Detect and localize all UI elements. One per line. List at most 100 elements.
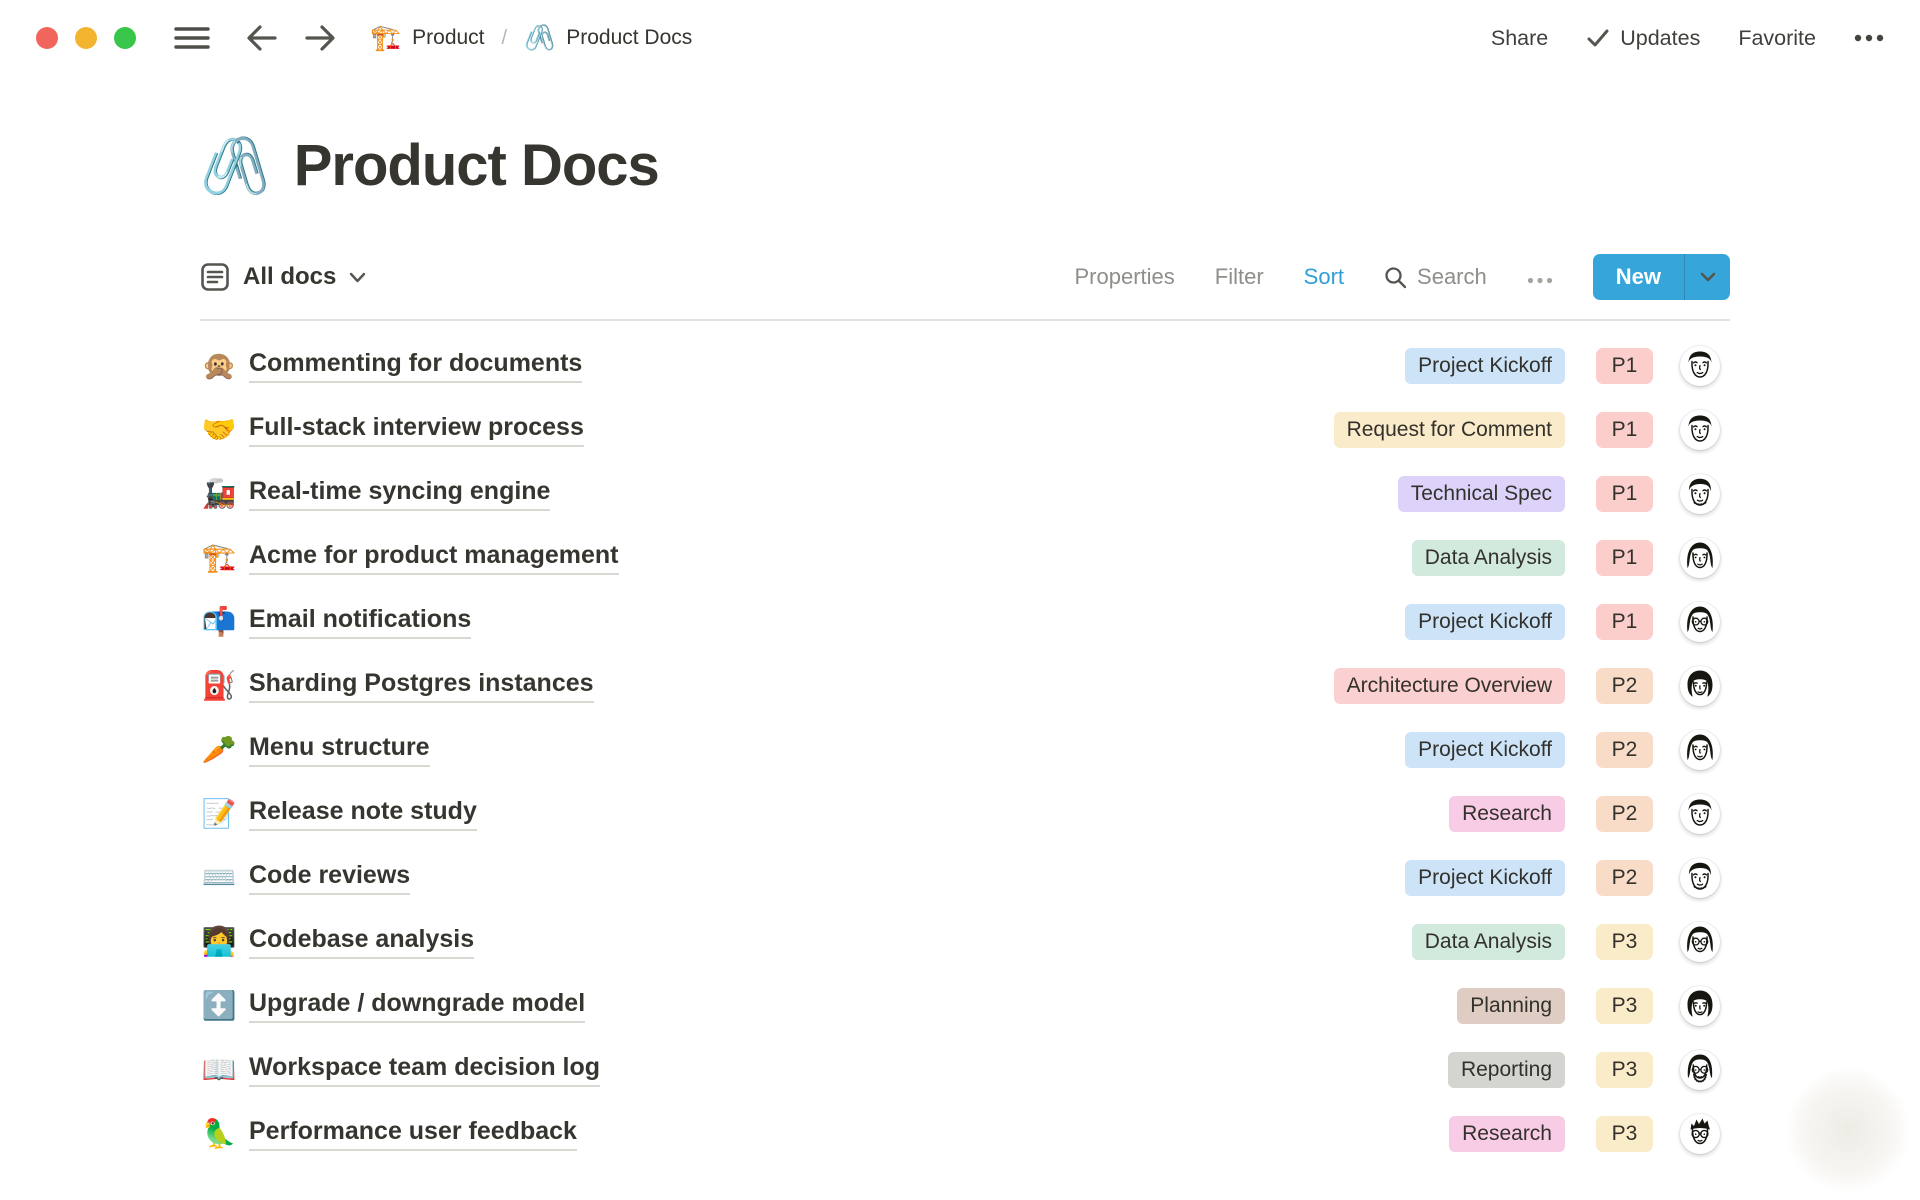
doc-emoji-icon: 🙊	[201, 350, 237, 381]
doc-tag-badge: Data Analysis	[1411, 924, 1565, 960]
doc-tag-badge: Project Kickoff	[1405, 860, 1565, 896]
doc-title-link[interactable]: Menu structure	[249, 733, 430, 767]
arrow-left-icon	[247, 25, 277, 51]
doc-tag-badge: Project Kickoff	[1405, 732, 1565, 768]
doc-title-link[interactable]: Full-stack interview process	[249, 413, 584, 447]
priority-badge: P1	[1596, 540, 1653, 576]
priority-badge: P2	[1596, 668, 1653, 704]
doc-emoji-icon: 🤝	[201, 414, 237, 445]
priority-badge: P3	[1596, 924, 1653, 960]
doc-title-link[interactable]: Commenting for documents	[249, 349, 583, 383]
share-button[interactable]: Share	[1490, 25, 1549, 50]
minimize-window-button[interactable]	[75, 27, 97, 49]
doc-row[interactable]: ↕️ Upgrade / downgrade model Planning P3	[200, 974, 1730, 1038]
doc-list: 🙊 Commenting for documents Project Kicko…	[200, 334, 1730, 1166]
doc-row[interactable]: 🥕 Menu structure Project Kickoff P2	[200, 718, 1730, 782]
doc-emoji-icon: 👩‍💻	[201, 926, 237, 957]
priority-badge: P1	[1596, 604, 1653, 640]
avatar	[1680, 538, 1720, 578]
breadcrumb-item-product[interactable]: 🏗️ Product	[370, 23, 485, 52]
doc-title-link[interactable]: Real-time syncing engine	[249, 477, 551, 511]
list-view-icon	[201, 263, 229, 291]
priority-badge: P1	[1596, 412, 1653, 448]
doc-row[interactable]: 🤝 Full-stack interview process Request f…	[200, 398, 1730, 462]
priority-badge: P1	[1596, 348, 1653, 384]
forward-button[interactable]	[302, 22, 338, 54]
doc-tag-badge: Research	[1449, 796, 1565, 832]
doc-title-link[interactable]: Acme for product management	[249, 541, 619, 575]
doc-tag-badge: Technical Spec	[1397, 476, 1565, 512]
doc-row[interactable]: ⛽ Sharding Postgres instances Architectu…	[200, 654, 1730, 718]
doc-row[interactable]: 👩‍💻 Codebase analysis Data Analysis P3	[200, 910, 1730, 974]
view-label: All docs	[243, 263, 337, 290]
priority-badge: P2	[1596, 796, 1653, 832]
avatar	[1680, 346, 1720, 386]
doc-row[interactable]: ⌨️ Code reviews Project Kickoff P2	[200, 846, 1730, 910]
doc-row[interactable]: 📬 Email notifications Project Kickoff P1	[200, 590, 1730, 654]
priority-badge: P3	[1596, 1052, 1653, 1088]
avatar	[1680, 410, 1720, 450]
breadcrumb-label: Product	[412, 26, 485, 49]
doc-emoji-icon: 📖	[201, 1054, 237, 1085]
doc-tag-badge: Project Kickoff	[1405, 604, 1565, 640]
toolbar-more-button[interactable]	[1527, 264, 1553, 290]
doc-title-link[interactable]: Code reviews	[249, 861, 411, 895]
doc-title-link[interactable]: Workspace team decision log	[249, 1053, 601, 1087]
doc-title-link[interactable]: Release note study	[249, 797, 477, 831]
doc-title-link[interactable]: Upgrade / downgrade model	[249, 989, 586, 1023]
doc-tag-badge: Reporting	[1447, 1052, 1565, 1088]
page-title[interactable]: Product Docs	[293, 133, 660, 198]
doc-emoji-icon: ⌨️	[201, 862, 237, 893]
page-watermark	[1786, 1068, 1910, 1192]
doc-row[interactable]: 📝 Release note study Research P2	[200, 782, 1730, 846]
page-emoji-icon[interactable]: 🖇️	[200, 133, 270, 197]
hamburger-icon	[174, 27, 210, 49]
priority-badge: P1	[1596, 476, 1653, 512]
doc-title-link[interactable]: Codebase analysis	[249, 925, 475, 959]
doc-emoji-icon: 🦜	[201, 1118, 237, 1149]
properties-button[interactable]: Properties	[1074, 264, 1175, 289]
avatar	[1680, 474, 1720, 514]
avatar	[1680, 666, 1720, 706]
arrow-right-icon	[305, 25, 335, 51]
window-titlebar: 🏗️ Product / 🖇️ Product Docs Share Updat…	[0, 0, 1920, 76]
doc-emoji-icon: ⛽	[201, 670, 237, 701]
new-dropdown-button[interactable]	[1685, 254, 1730, 300]
new-button[interactable]: New	[1592, 254, 1730, 300]
breadcrumb-item-product-docs[interactable]: 🖇️ Product Docs	[524, 25, 692, 51]
ellipsis-icon	[1527, 277, 1552, 284]
more-options-button[interactable]	[1854, 34, 1884, 42]
sidebar-toggle-button[interactable]	[174, 24, 210, 52]
view-switcher-all-docs[interactable]: All docs	[200, 262, 366, 292]
doc-tag-badge: Research	[1449, 1116, 1565, 1152]
collection-toolbar: All docs Properties Filter Sort Search N	[200, 253, 1730, 301]
doc-title-link[interactable]: Performance user feedback	[249, 1117, 577, 1151]
doc-row[interactable]: 📖 Workspace team decision log Reporting …	[200, 1038, 1730, 1102]
search-button[interactable]: Search	[1384, 264, 1487, 290]
new-button-divider	[1684, 254, 1685, 300]
doc-tag-badge: Data Analysis	[1411, 540, 1565, 576]
zoom-window-button[interactable]	[114, 27, 136, 49]
doc-title-link[interactable]: Sharding Postgres instances	[249, 669, 594, 703]
doc-tag-badge: Architecture Overview	[1333, 668, 1565, 704]
doc-row[interactable]: 🏗️ Acme for product management Data Anal…	[200, 526, 1730, 590]
favorite-button[interactable]: Favorite	[1738, 25, 1816, 50]
priority-badge: P2	[1596, 860, 1653, 896]
doc-title-link[interactable]: Email notifications	[249, 605, 472, 639]
crane-emoji-icon: 🏗️	[370, 23, 402, 52]
sort-button[interactable]: Sort	[1303, 264, 1345, 289]
avatar	[1680, 1114, 1720, 1154]
ellipsis-icon	[1854, 34, 1884, 42]
updates-button[interactable]: Updates	[1586, 26, 1700, 51]
doc-row[interactable]: 🚂 Real-time syncing engine Technical Spe…	[200, 462, 1730, 526]
doc-row[interactable]: 🙊 Commenting for documents Project Kicko…	[200, 334, 1730, 398]
close-window-button[interactable]	[36, 27, 58, 49]
doc-row[interactable]: 🦜 Performance user feedback Research P3	[200, 1102, 1730, 1166]
back-button[interactable]	[244, 22, 280, 54]
filter-button[interactable]: Filter	[1214, 264, 1264, 289]
doc-emoji-icon: 🏗️	[201, 542, 237, 573]
priority-badge: P2	[1596, 732, 1653, 768]
checkmark-icon	[1587, 29, 1609, 47]
avatar	[1680, 602, 1720, 642]
priority-badge: P3	[1596, 1116, 1653, 1152]
